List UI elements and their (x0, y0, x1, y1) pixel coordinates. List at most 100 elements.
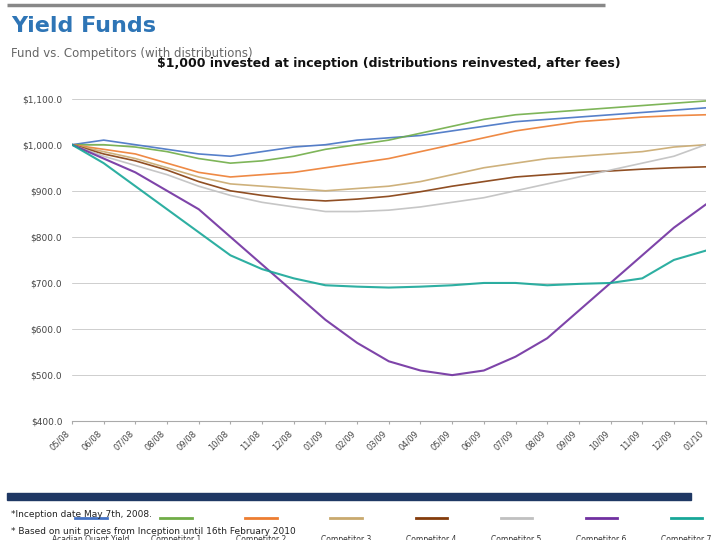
Acadian Quant Yield (99, 137, 108, 143)
Acadian Quant Yield (638, 109, 647, 116)
Competitor 2 (163, 160, 171, 166)
Competitor 5 (384, 207, 393, 213)
Text: *Inception date May 7th, 2008.: *Inception date May 7th, 2008. (11, 510, 152, 518)
Competitor 6 (543, 335, 552, 341)
Competitor 2 (701, 112, 710, 118)
Competitor 5 (511, 187, 520, 194)
Competitor 5 (131, 162, 140, 168)
Competitor 2 (289, 169, 298, 176)
Competitor 6 (99, 156, 108, 162)
Line: Competitor 2: Competitor 2 (72, 115, 706, 177)
Competitor 6 (289, 289, 298, 295)
Competitor 6 (638, 252, 647, 259)
Text: ∞: ∞ (698, 491, 706, 501)
Competitor 4 (480, 178, 488, 185)
Competitor 3 (511, 160, 520, 166)
Competitor 3 (448, 171, 456, 178)
Competitor 7 (670, 256, 678, 263)
Competitor 6 (353, 340, 361, 346)
Text: Competitor 2: Competitor 2 (236, 535, 287, 540)
Competitor 2 (575, 118, 583, 125)
Text: Competitor 7: Competitor 7 (662, 535, 712, 540)
Competitor 3 (163, 165, 171, 171)
Competitor 6 (448, 372, 456, 379)
Text: Competitor 1: Competitor 1 (151, 535, 201, 540)
Acadian Quant Yield (416, 132, 425, 139)
Competitor 7 (480, 280, 488, 286)
Competitor 5 (543, 181, 552, 187)
Competitor 3 (701, 141, 710, 148)
Competitor 7 (258, 266, 266, 272)
Acadian Quant Yield (543, 116, 552, 123)
Competitor 6 (194, 206, 203, 212)
Competitor 6 (606, 280, 615, 286)
Acadian Quant Yield (321, 141, 330, 148)
Competitor 7 (384, 285, 393, 291)
Competitor 1 (99, 141, 108, 148)
Competitor 2 (638, 114, 647, 120)
Competitor 7 (194, 229, 203, 235)
Competitor 2 (511, 127, 520, 134)
Competitor 1 (543, 109, 552, 116)
Text: Competitor 5: Competitor 5 (491, 535, 541, 540)
Title: $1,000 invested at inception (distributions reinvested, after fees): $1,000 invested at inception (distributi… (157, 57, 621, 70)
Competitor 3 (289, 185, 298, 192)
Competitor 7 (353, 284, 361, 290)
Acadian Quant Yield (289, 144, 298, 150)
Competitor 2 (321, 165, 330, 171)
Competitor 2 (480, 134, 488, 141)
Competitor 3 (384, 183, 393, 190)
Competitor 5 (353, 208, 361, 215)
Competitor 4 (131, 158, 140, 164)
Competitor 4 (511, 174, 520, 180)
Competitor 3 (638, 148, 647, 155)
Competitor 4 (448, 183, 456, 190)
Text: Competitor 4: Competitor 4 (406, 535, 456, 540)
Competitor 3 (68, 141, 76, 148)
Competitor 2 (353, 160, 361, 166)
Acadian Quant Yield (701, 105, 710, 111)
Competitor 4 (670, 165, 678, 171)
Competitor 7 (131, 183, 140, 190)
Competitor 4 (99, 151, 108, 157)
Text: Acadian Quant Yield: Acadian Quant Yield (53, 535, 130, 540)
Competitor 5 (480, 194, 488, 201)
Competitor 3 (416, 178, 425, 185)
Competitor 1 (416, 130, 425, 137)
Competitor 6 (163, 187, 171, 194)
Competitor 1 (480, 116, 488, 123)
Competitor 5 (638, 160, 647, 166)
Acadian Quant Yield (670, 107, 678, 113)
Competitor 3 (258, 183, 266, 190)
Competitor 6 (416, 367, 425, 374)
Competitor 5 (321, 208, 330, 215)
Competitor 2 (606, 116, 615, 123)
Competitor 4 (163, 167, 171, 173)
Competitor 6 (321, 316, 330, 323)
Acadian Quant Yield (226, 153, 235, 159)
Competitor 1 (606, 105, 615, 111)
Competitor 4 (638, 166, 647, 172)
Competitor 4 (258, 192, 266, 199)
Competitor 4 (353, 196, 361, 202)
Competitor 5 (163, 171, 171, 178)
Competitor 6 (670, 225, 678, 231)
Competitor 7 (321, 282, 330, 288)
Competitor 5 (99, 153, 108, 159)
Competitor 3 (321, 187, 330, 194)
Line: Acadian Quant Yield: Acadian Quant Yield (72, 108, 706, 156)
Competitor 7 (543, 282, 552, 288)
Competitor 1 (131, 144, 140, 150)
Competitor 3 (353, 185, 361, 192)
Competitor 1 (575, 107, 583, 113)
Competitor 5 (670, 153, 678, 159)
Line: Competitor 7: Competitor 7 (72, 145, 706, 288)
Competitor 1 (353, 141, 361, 148)
Competitor 3 (575, 153, 583, 159)
Acadian Quant Yield (131, 141, 140, 148)
Text: Fund vs. Competitors (with distributions): Fund vs. Competitors (with distributions… (11, 46, 253, 59)
Competitor 7 (448, 282, 456, 288)
Competitor 1 (321, 146, 330, 153)
Line: Competitor 3: Competitor 3 (72, 145, 706, 191)
Competitor 6 (258, 261, 266, 268)
